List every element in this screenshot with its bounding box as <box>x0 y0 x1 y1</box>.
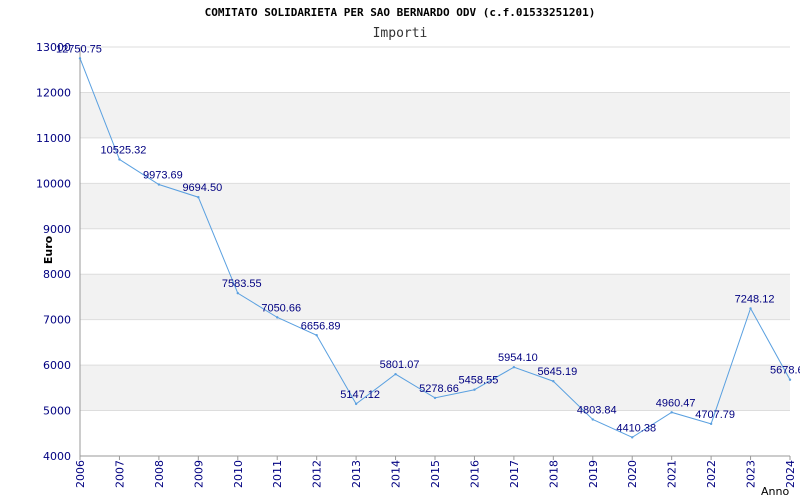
x-tick-label: 2015 <box>429 460 442 488</box>
data-label: 10525.32 <box>100 144 146 156</box>
y-tick-label: 8000 <box>43 268 71 281</box>
grid-band <box>80 410 790 456</box>
y-tick-label: 7000 <box>43 314 71 327</box>
x-tick-label: 2011 <box>271 460 284 488</box>
x-tick-label: 2007 <box>113 460 126 488</box>
data-label: 5645.19 <box>537 366 577 378</box>
grid-lines <box>80 46 790 457</box>
x-tick-label: 2009 <box>192 460 205 488</box>
data-point <box>512 365 516 369</box>
x-tick-label: 2022 <box>705 460 718 488</box>
data-label: 5147.12 <box>340 389 380 401</box>
x-tick-label: 2020 <box>626 460 639 488</box>
data-point <box>394 372 397 376</box>
data-point <box>433 396 437 400</box>
data-label: 9973.69 <box>143 170 183 182</box>
data-point <box>749 307 752 310</box>
data-label: 4707.79 <box>695 409 735 421</box>
y-axis-label: Euro <box>42 235 55 264</box>
data-label: 5278.66 <box>419 383 459 395</box>
data-label: 5458.55 <box>459 375 499 387</box>
data-point <box>670 411 673 414</box>
x-tick-label: 2017 <box>508 460 521 488</box>
data-label: 6656.89 <box>301 320 341 332</box>
x-tick-label: 2019 <box>587 460 600 488</box>
data-label: 7248.12 <box>735 293 775 305</box>
x-axis-label: Anno <box>761 485 789 498</box>
grid-band <box>80 47 790 93</box>
x-tick-label: 2014 <box>390 460 403 488</box>
grid-band <box>80 183 790 229</box>
grid-band <box>80 137 790 184</box>
data-label: 7050.66 <box>261 302 301 314</box>
data-point <box>788 378 792 381</box>
grid-bands <box>80 47 790 456</box>
data-point <box>276 316 279 319</box>
data-label: 12750.75 <box>56 43 102 55</box>
grid-band <box>80 274 790 320</box>
data-point <box>631 436 634 439</box>
x-tick-label: 2023 <box>745 460 758 488</box>
data-label: 5801.07 <box>380 359 420 371</box>
data-label: 4803.84 <box>577 404 617 416</box>
data-point <box>591 418 594 421</box>
data-point <box>473 388 476 391</box>
x-tick-label: 2006 <box>74 460 87 488</box>
data-label: 5954.10 <box>498 352 538 364</box>
grid-band <box>80 365 790 411</box>
y-tick-label: 9000 <box>43 223 71 236</box>
data-label: 4960.47 <box>656 397 696 409</box>
y-tick-label: 13000 <box>36 41 71 54</box>
x-axis-ticks: 2006 2007 2008 2009 2010 2011 2012 2013 2014 2015… <box>74 456 797 488</box>
x-tick-label: 2018 <box>547 460 560 488</box>
chart-title: COMITATO SOLIDARIETA PER SAO BERNARDO OD… <box>205 6 596 19</box>
data-label: 9694.50 <box>182 182 222 194</box>
chart-subtitle: Importi <box>373 26 428 41</box>
data-point <box>236 291 239 295</box>
y-tick-label: 6000 <box>43 359 71 372</box>
y-tick-label: 10000 <box>36 177 71 190</box>
grid-band <box>80 319 790 366</box>
data-label: 4410.38 <box>616 422 656 434</box>
data-point <box>354 402 358 406</box>
series-layer <box>78 57 792 439</box>
data-point <box>552 380 555 383</box>
data-label: 5678.60 <box>770 365 800 377</box>
x-tick-label: 2016 <box>468 460 481 488</box>
x-tick-label: 2010 <box>232 460 245 488</box>
y-axis-ticks: 4000 5000 6000 7000 8000 9000 10000 11000 12000 1… <box>36 41 71 463</box>
y-tick-label: 5000 <box>43 405 71 418</box>
x-tick-label: 2008 <box>153 460 166 488</box>
x-tick-label: 2013 <box>350 460 363 488</box>
grid-band <box>80 228 790 275</box>
data-point <box>709 422 713 426</box>
data-point <box>315 334 318 337</box>
data-label: 7583.55 <box>222 278 262 290</box>
x-tick-label: 2024 <box>784 460 797 488</box>
x-tick-label: 2012 <box>311 460 324 488</box>
grid-band <box>80 92 790 138</box>
y-tick-label: 4000 <box>43 450 71 463</box>
data-point <box>197 196 200 199</box>
data-point <box>118 158 121 161</box>
y-tick-label: 12000 <box>36 86 71 99</box>
y-tick-label: 11000 <box>36 132 71 145</box>
data-point <box>78 57 82 60</box>
x-tick-label: 2021 <box>666 460 679 488</box>
data-point <box>157 183 161 186</box>
